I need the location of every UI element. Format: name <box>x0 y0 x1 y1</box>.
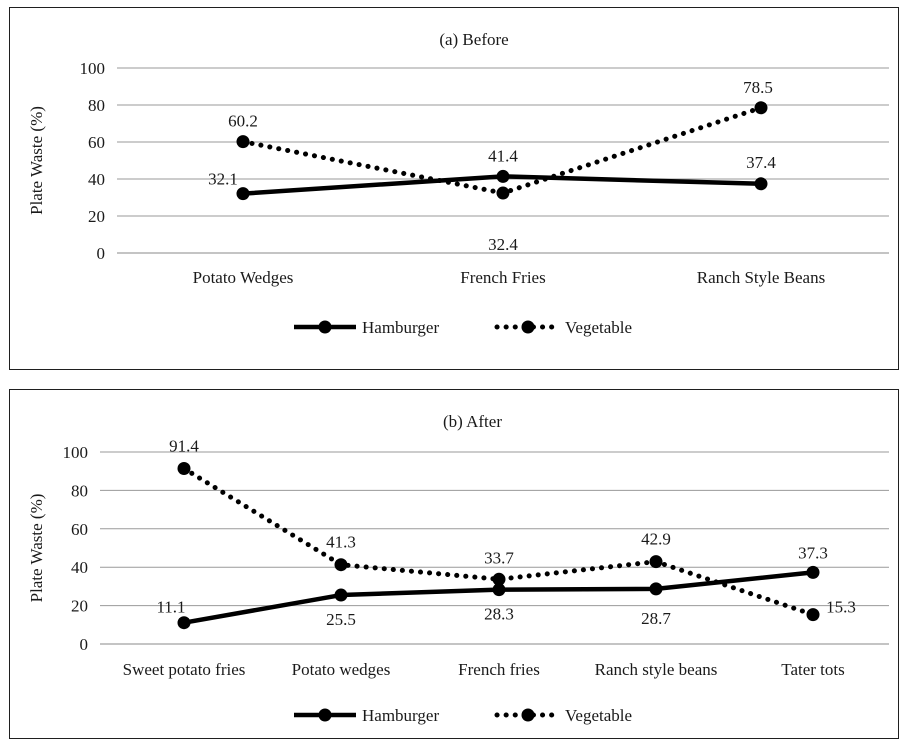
y-tick-label-after-60: 60 <box>71 520 88 539</box>
y-axis-label-before: Plate Waste (%) <box>27 106 46 215</box>
series-line-after-vegetable <box>181 466 816 618</box>
point-after-vegetable-2 <box>492 572 506 586</box>
data-label-before-vegetable-1: 32.4 <box>488 235 518 254</box>
legend-marker-before-hamburger <box>318 320 332 334</box>
data-label-before-vegetable-0: 60.2 <box>228 112 258 131</box>
data-label-after-hamburger-4: 37.3 <box>798 543 828 562</box>
y-tick-label-before-100: 100 <box>80 59 106 78</box>
data-label-after-vegetable-2: 33.7 <box>484 548 514 567</box>
point-before-vegetable-1 <box>496 186 510 200</box>
legend-label-before-hamburger: Hamburger <box>362 318 439 337</box>
x-tick-label-after-2: French fries <box>458 660 540 679</box>
y-tick-label-after-20: 20 <box>71 597 88 616</box>
legend-marker-after-hamburger <box>318 708 332 722</box>
legend-marker-after-vegetable <box>521 708 535 722</box>
point-after-vegetable-4 <box>806 608 820 622</box>
y-tick-label-before-60: 60 <box>88 133 105 152</box>
point-after-hamburger-3 <box>649 582 663 596</box>
data-label-after-hamburger-3: 28.7 <box>641 609 671 628</box>
legend-label-after-hamburger: Hamburger <box>362 706 439 725</box>
x-tick-label-before-1: French Fries <box>460 268 545 287</box>
x-tick-label-before-0: Potato Wedges <box>193 268 294 287</box>
x-tick-label-after-0: Sweet potato fries <box>123 660 246 679</box>
point-after-hamburger-1 <box>334 588 348 602</box>
chart-title-before: (a) Before <box>439 30 508 49</box>
point-before-hamburger-0 <box>236 187 250 201</box>
data-label-after-hamburger-2: 28.3 <box>484 605 514 624</box>
y-tick-label-before-20: 20 <box>88 207 105 226</box>
data-label-before-hamburger-0: 32.1 <box>208 170 238 189</box>
legend-label-before-vegetable: Vegetable <box>565 318 632 337</box>
x-tick-label-after-3: Ranch style beans <box>595 660 718 679</box>
point-before-hamburger-1 <box>496 169 510 183</box>
y-tick-label-before-0: 0 <box>97 244 106 263</box>
point-before-vegetable-2 <box>754 101 768 115</box>
point-after-hamburger-0 <box>177 616 191 630</box>
chart-title-after: (b) After <box>443 412 502 431</box>
data-label-before-hamburger-1: 41.4 <box>488 146 518 165</box>
data-label-before-hamburger-2: 37.4 <box>746 153 776 172</box>
y-tick-label-before-40: 40 <box>88 170 105 189</box>
data-label-after-hamburger-1: 25.5 <box>326 610 356 629</box>
chart-panel-after <box>9 389 899 739</box>
data-label-after-hamburger-0: 11.1 <box>156 598 185 617</box>
y-tick-label-after-40: 40 <box>71 558 88 577</box>
point-after-hamburger-2 <box>492 583 506 597</box>
data-label-after-vegetable-0: 91.4 <box>169 437 199 456</box>
point-after-hamburger-4 <box>806 565 820 579</box>
y-tick-label-before-80: 80 <box>88 96 105 115</box>
x-tick-label-before-2: Ranch Style Beans <box>697 268 825 287</box>
x-tick-label-after-1: Potato wedges <box>292 660 391 679</box>
point-after-vegetable-0 <box>177 462 191 476</box>
legend-marker-before-vegetable <box>521 320 535 334</box>
point-after-vegetable-1 <box>334 558 348 572</box>
y-tick-label-after-0: 0 <box>80 635 89 654</box>
data-label-before-vegetable-2: 78.5 <box>743 78 773 97</box>
point-before-hamburger-2 <box>754 177 768 191</box>
data-label-after-vegetable-3: 42.9 <box>641 530 671 549</box>
data-label-after-vegetable-1: 41.3 <box>326 533 356 552</box>
legend-label-after-vegetable: Vegetable <box>565 706 632 725</box>
point-before-vegetable-0 <box>236 135 250 149</box>
point-after-vegetable-3 <box>649 555 663 569</box>
y-axis-label-after: Plate Waste (%) <box>27 494 46 603</box>
y-tick-label-after-100: 100 <box>63 443 89 462</box>
data-label-after-vegetable-4: 15.3 <box>826 598 856 617</box>
y-tick-label-after-80: 80 <box>71 481 88 500</box>
x-tick-label-after-4: Tater tots <box>781 660 844 679</box>
